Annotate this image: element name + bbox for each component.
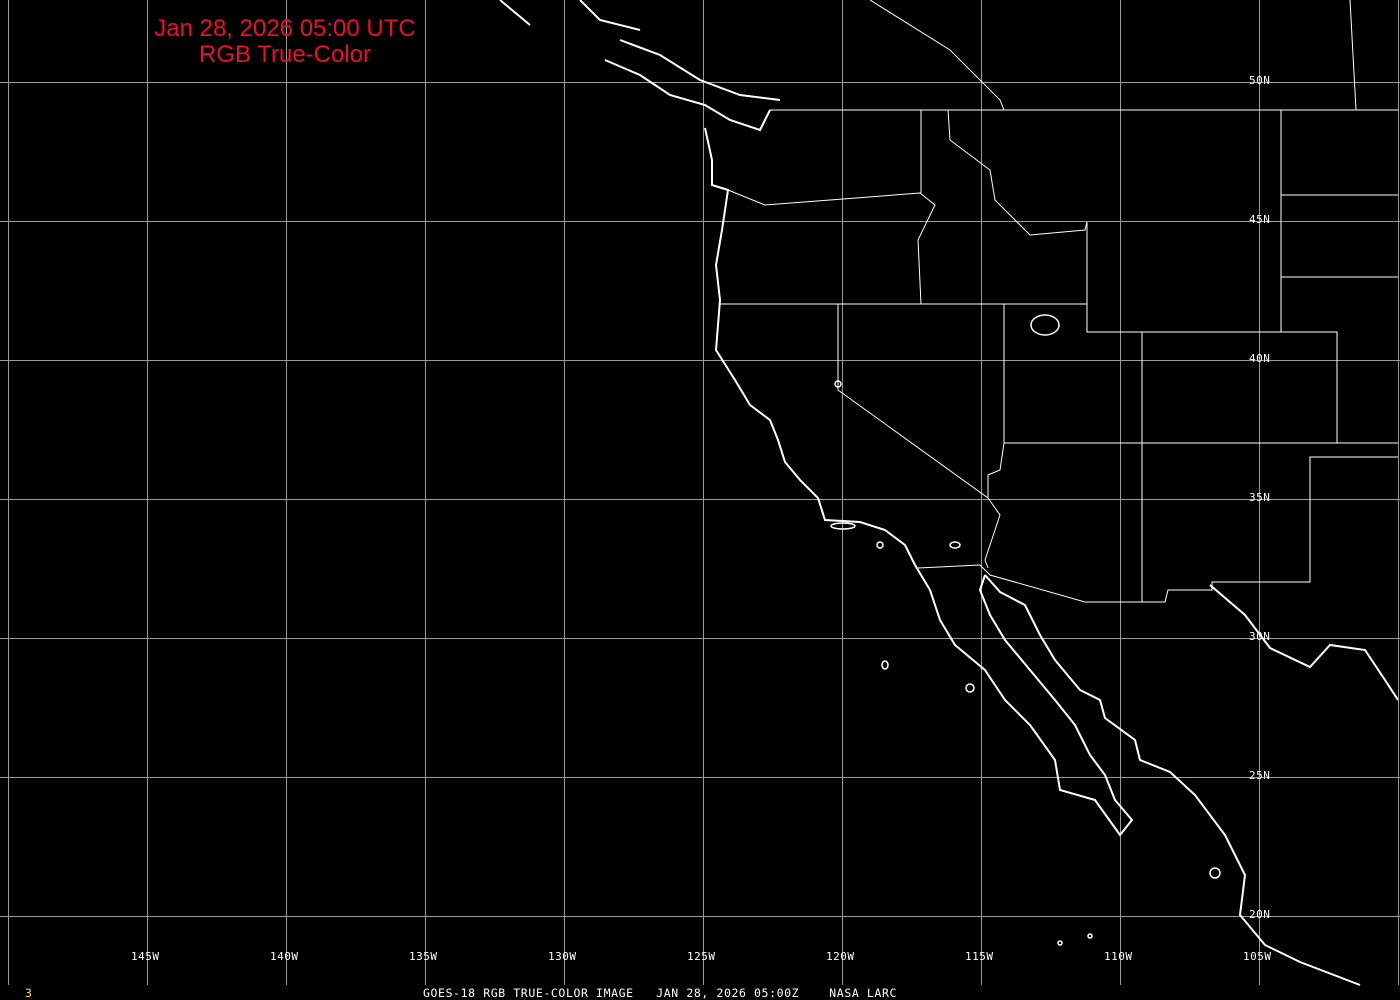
island-outline — [881, 660, 889, 670]
lon-label: 145W — [131, 950, 160, 963]
island-outline — [965, 683, 975, 693]
state-border — [917, 456, 1398, 603]
title-timestamp: Jan 28, 2026 05:00 UTC — [154, 15, 416, 42]
lon-label: 130W — [548, 950, 577, 963]
lon-label: 105W — [1243, 950, 1272, 963]
state-border — [837, 304, 1001, 569]
lat-label: 35N — [1249, 491, 1271, 504]
island-outline — [830, 522, 856, 530]
island-outline — [1087, 933, 1093, 939]
lon-label: 125W — [687, 950, 716, 963]
lat-label: 20N — [1249, 908, 1271, 921]
state-border — [1281, 331, 1398, 444]
coastline — [499, 0, 531, 26]
state-border — [727, 189, 936, 305]
island-outline — [876, 541, 884, 549]
coastline — [604, 59, 771, 132]
state-border — [987, 304, 1005, 498]
state-border — [1349, 0, 1357, 111]
state-border — [869, 0, 1005, 111]
lat-label: 45N — [1249, 213, 1271, 226]
coastline — [984, 574, 1361, 986]
coastline — [579, 0, 641, 31]
island-outline — [949, 541, 961, 549]
coastline — [704, 127, 1134, 837]
lat-label: 40N — [1249, 352, 1271, 365]
state-border — [1086, 222, 1143, 602]
state-border — [947, 109, 1088, 236]
coastline — [619, 39, 781, 101]
coastline — [1209, 584, 1399, 701]
title-product: RGB True-Color — [198, 41, 372, 68]
footer-caption: GOES-18 RGB TRUE-COLOR IMAGE JAN 28, 202… — [423, 986, 897, 1000]
lat-label: 25N — [1249, 769, 1271, 782]
lat-label: 30N — [1249, 630, 1271, 643]
island-outline — [834, 380, 842, 388]
lon-label: 115W — [965, 950, 994, 963]
lon-label: 135W — [409, 950, 438, 963]
island-outline — [1209, 867, 1221, 879]
island-outline — [1030, 314, 1060, 336]
lon-label: 110W — [1104, 950, 1133, 963]
lon-label: 140W — [270, 950, 299, 963]
lat-label: 50N — [1249, 74, 1271, 87]
island-outline — [1057, 940, 1063, 946]
lon-label: 120W — [826, 950, 855, 963]
frame-number: 3 — [25, 986, 33, 1000]
